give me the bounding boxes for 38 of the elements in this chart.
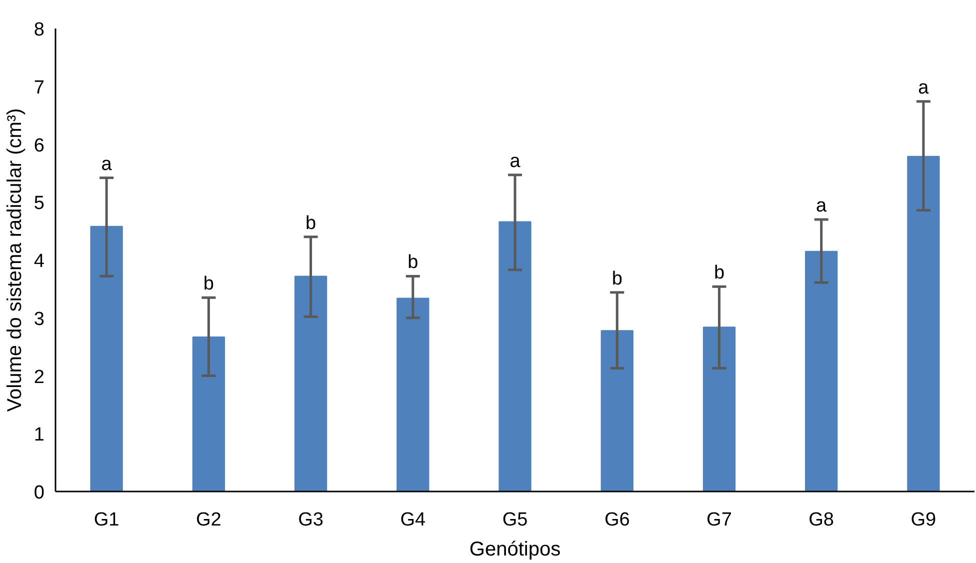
y-axis-title: Volume do sistema radicular (cm³) (4, 108, 26, 412)
annotation: a (918, 77, 930, 98)
bar (805, 250, 838, 492)
bar (90, 226, 123, 492)
y-tick-label: 4 (34, 251, 45, 272)
bar (600, 330, 634, 492)
x-tick-label: G1 (94, 510, 120, 530)
y-tick-label: 7 (34, 77, 45, 98)
x-tick-label: G2 (196, 510, 222, 530)
x-tick-label: G6 (604, 510, 630, 530)
annotation: b (305, 212, 316, 234)
bar (498, 221, 532, 492)
y-tick-label: 5 (34, 193, 45, 214)
x-tick-label: G7 (706, 510, 732, 530)
annotation: a (816, 195, 828, 216)
bar (702, 326, 736, 492)
y-tick-label: 3 (34, 308, 45, 330)
y-tick-label: 6 (34, 135, 45, 156)
y-tick-label: 1 (34, 424, 45, 446)
x-tick-label: G4 (400, 510, 426, 530)
y-tick-label: 2 (34, 366, 45, 388)
x-tick-label: G5 (502, 510, 528, 530)
bar (294, 276, 328, 492)
annotation: b (714, 262, 725, 284)
y-tick-label: 8 (34, 20, 45, 40)
bar (907, 156, 940, 492)
x-axis-title: Genótipos (469, 538, 561, 560)
annotation: b (203, 274, 214, 295)
x-tick-label: G9 (910, 510, 936, 530)
annotation: b (612, 268, 622, 290)
x-tick-label: G8 (808, 510, 834, 530)
bar (192, 336, 225, 492)
annotation: a (510, 150, 521, 172)
x-tick-label: G3 (298, 510, 324, 530)
bar (396, 298, 430, 492)
annotation: a (101, 154, 112, 175)
y-tick-label: 0 (34, 482, 45, 504)
annotation: b (408, 252, 418, 274)
